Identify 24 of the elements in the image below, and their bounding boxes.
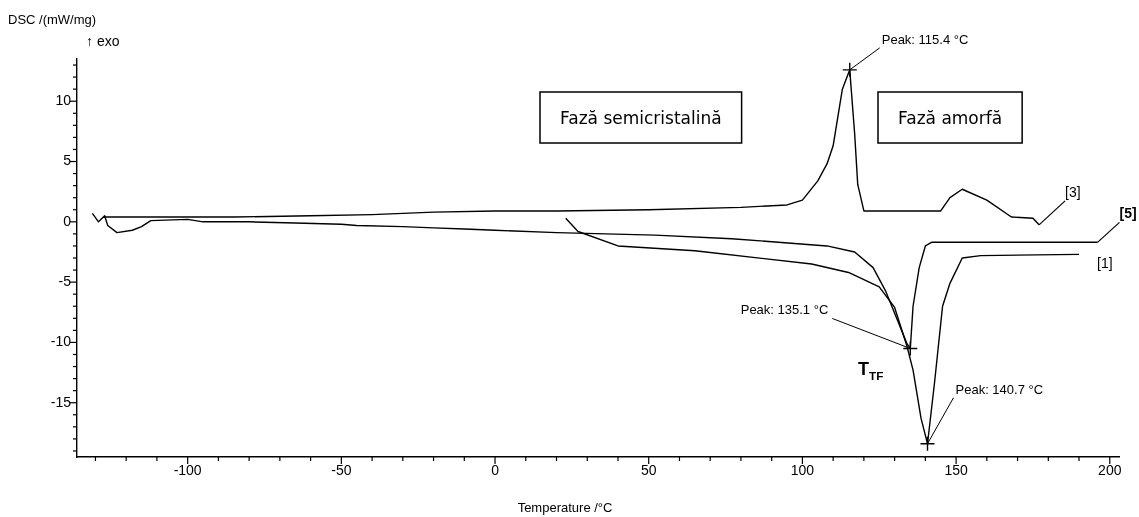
annotation: Peak: 115.4 °C xyxy=(881,31,969,47)
annotation: Fază semicristalină xyxy=(560,108,722,128)
annotation: Peak: 140.7 °C xyxy=(955,381,1044,397)
y-tick-label: 5 xyxy=(63,152,72,169)
y-tick-label: 0 xyxy=(63,212,72,229)
x-tick-label: 150 xyxy=(944,462,968,479)
y-tick-label: 10 xyxy=(55,92,72,109)
x-tick-label: 200 xyxy=(1098,462,1122,479)
y-tick-label: -15 xyxy=(50,393,72,410)
annotation: Peak: 135.1 °C xyxy=(740,302,829,318)
text: [3] xyxy=(1065,183,1081,200)
x-tick-label: -50 xyxy=(331,462,352,479)
x-tick-label: 0 xyxy=(491,462,500,479)
y-tick-label: -5 xyxy=(58,272,72,289)
x-tick-label: 50 xyxy=(640,462,657,479)
series-label: [1] xyxy=(1097,255,1113,272)
annotation: Fază amorfă xyxy=(898,108,1003,128)
x-tick-label: 100 xyxy=(790,462,815,479)
y-tick-label: -10 xyxy=(50,333,72,350)
text: [5] xyxy=(1119,205,1137,222)
x-tick-label: -100 xyxy=(173,462,202,479)
x-axis-title: Temperature /°C xyxy=(517,500,613,515)
text: ↑ exo xyxy=(86,33,120,49)
y-axis-title: DSC /(mW/mg) xyxy=(8,12,97,27)
